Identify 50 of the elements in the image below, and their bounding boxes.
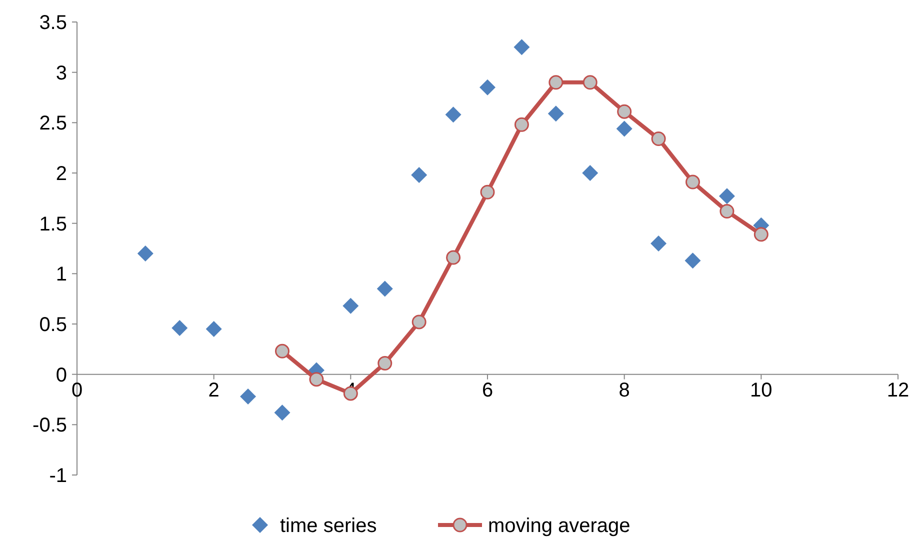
point [172, 320, 188, 336]
y-tick-label: 0.5 [39, 314, 67, 336]
y-tick-label: 3.5 [39, 12, 67, 34]
point [240, 388, 256, 404]
point [343, 386, 358, 401]
x-tick-label: 8 [618, 379, 630, 402]
point [686, 174, 700, 190]
point [412, 314, 426, 330]
point [378, 356, 392, 371]
point [754, 227, 768, 242]
y-tick-label: -1 [49, 465, 67, 487]
point [309, 372, 324, 387]
point [582, 165, 598, 181]
y-tick-label: -0.5 [32, 414, 67, 437]
point [274, 404, 290, 421]
x-tick-label: 6 [482, 379, 494, 402]
point [342, 298, 359, 314]
point [651, 132, 666, 146]
x-tick-label: 12 [886, 379, 910, 402]
point [480, 79, 496, 96]
point [445, 106, 462, 123]
legend-label: moving average [488, 515, 630, 537]
point [514, 39, 530, 56]
point [650, 235, 667, 252]
point [718, 188, 735, 204]
point [684, 252, 701, 269]
point [446, 250, 461, 265]
y-tick-label: 2.5 [39, 112, 67, 135]
point [616, 120, 632, 137]
point [720, 204, 734, 219]
point [548, 75, 564, 90]
legend-label: time series [280, 515, 377, 537]
y-tick-label: 1 [56, 264, 67, 286]
point [275, 344, 290, 358]
y-tick-label: 3 [56, 62, 67, 84]
point [411, 167, 428, 184]
x-tick-label: 0 [71, 379, 83, 402]
point [206, 321, 222, 338]
point [137, 246, 154, 262]
point [617, 104, 632, 119]
x-tick-label: 2 [208, 379, 220, 402]
point [548, 106, 564, 122]
point [376, 280, 393, 297]
point [480, 184, 495, 200]
point [514, 117, 529, 132]
x-tick-label: 10 [750, 379, 772, 402]
y-tick-label: 1.5 [39, 213, 67, 236]
point [582, 75, 598, 90]
y-tick-label: 0 [56, 364, 67, 386]
y-tick-label: 2 [56, 163, 67, 185]
